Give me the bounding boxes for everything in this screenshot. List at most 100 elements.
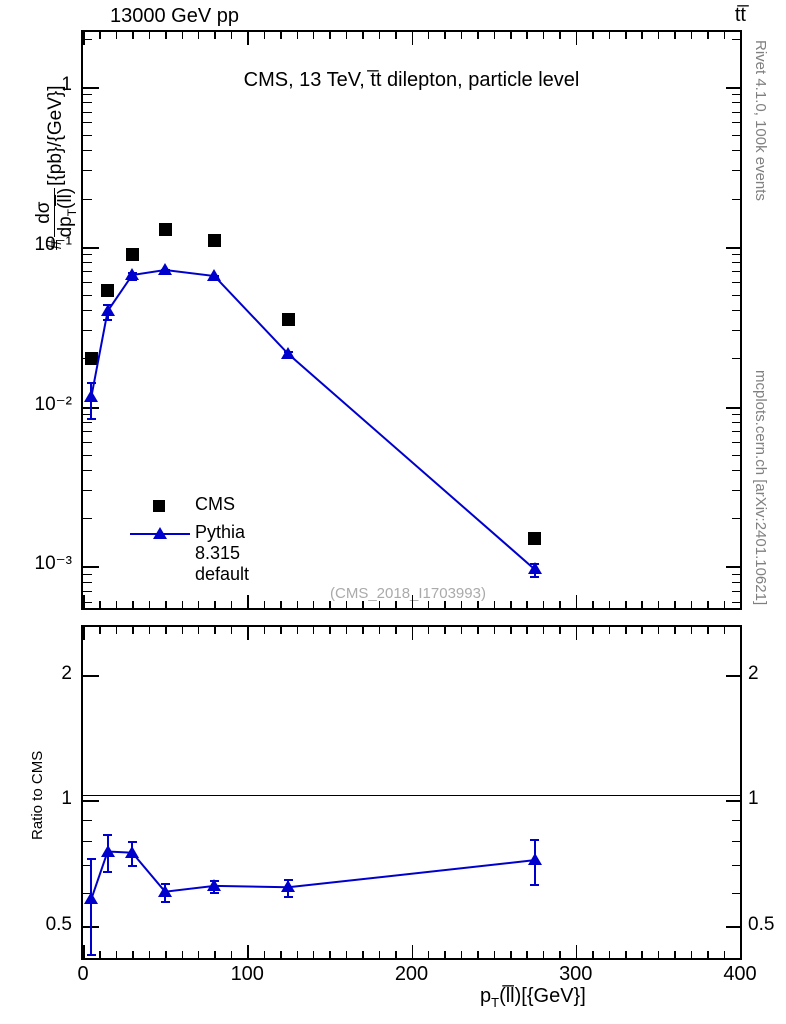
x-axis-tick xyxy=(230,601,233,608)
y-axis-minor-tick xyxy=(732,518,741,520)
x-axis-tick xyxy=(526,951,528,958)
x-axis-tick xyxy=(83,627,85,640)
data-point-mc xyxy=(100,304,115,317)
ratio-axis-minor-tick xyxy=(732,819,741,821)
data-point-ratio xyxy=(84,892,99,905)
data-point-cms xyxy=(528,531,542,545)
x-axis-tick xyxy=(641,951,643,958)
error-bar-cap xyxy=(86,417,96,420)
x-axis-tick xyxy=(493,951,496,958)
y-axis-minor-tick xyxy=(732,573,741,575)
data-point-cms xyxy=(125,248,139,262)
x-axis-tick xyxy=(263,32,266,39)
y-axis-denominator-arg: (l̅l) xyxy=(55,187,76,209)
analysis-id-watermark: (CMS_2018_I1703993) xyxy=(330,585,486,602)
y-axis-minor-tick xyxy=(83,330,92,332)
x-axis-tick xyxy=(427,601,430,608)
ratio-axis-tick-label-right: 1 xyxy=(748,788,759,810)
x-axis-tick xyxy=(477,951,479,958)
error-bar-cap xyxy=(209,892,219,895)
x-axis-tick xyxy=(312,32,315,39)
x-axis-tick xyxy=(395,951,397,958)
x-axis-tick xyxy=(707,627,709,634)
x-axis-tick xyxy=(559,951,561,958)
x-axis-tick xyxy=(197,627,200,634)
ratio-axis-tick-label: 0.5 xyxy=(45,914,72,936)
data-point-cms xyxy=(158,223,172,237)
x-axis-tick xyxy=(690,951,693,958)
x-axis-tick xyxy=(575,945,578,958)
x-axis-tick xyxy=(674,627,676,634)
y-axis-minor-tick xyxy=(83,431,92,433)
x-axis-tick xyxy=(230,32,233,39)
x-axis-tick xyxy=(280,951,282,958)
error-bar-ratio xyxy=(90,857,93,954)
error-bar-cap xyxy=(103,834,113,837)
x-axis-tick xyxy=(460,32,463,39)
error-bar-cap xyxy=(160,900,170,903)
x-axis-tick xyxy=(378,627,381,634)
x-axis-tick xyxy=(690,627,693,634)
ratio-axis-major-tick xyxy=(726,674,742,677)
x-axis-tick xyxy=(460,951,463,958)
data-point-cms xyxy=(207,233,221,247)
x-axis-tick xyxy=(345,627,348,634)
x-axis-tick xyxy=(526,601,528,608)
x-axis-tick xyxy=(592,951,594,958)
x-axis-tick xyxy=(345,951,348,958)
x-axis-tick xyxy=(657,627,660,634)
x-axis-tick xyxy=(460,601,463,608)
data-point-mc xyxy=(158,262,173,275)
x-axis-tick xyxy=(427,627,430,634)
data-point-ratio xyxy=(527,853,542,866)
x-axis-tick xyxy=(493,601,496,608)
y-axis-minor-tick xyxy=(732,170,741,172)
x-axis-tick xyxy=(214,32,216,39)
y-axis-minor-tick xyxy=(83,134,92,136)
y-axis-tick-label: 10⁻² xyxy=(34,393,73,415)
data-point-cms xyxy=(84,351,98,365)
y-axis-minor-tick xyxy=(732,282,741,284)
y-axis-major-tick xyxy=(83,246,99,249)
x-axis-tick xyxy=(230,627,233,634)
y-axis-minor-tick xyxy=(732,454,741,456)
y-axis-minor-tick xyxy=(83,198,92,200)
y-axis-minor-tick xyxy=(83,271,92,273)
y-axis-minor-tick xyxy=(83,294,92,296)
error-bar-cap xyxy=(283,895,293,898)
x-axis-tick xyxy=(132,951,134,958)
y-axis-major-tick xyxy=(83,86,99,89)
ratio-axis-tick-label: 2 xyxy=(61,662,72,684)
ratio-axis-minor-tick xyxy=(83,865,92,867)
x-axis-tick xyxy=(329,601,331,608)
x-axis-tick xyxy=(740,627,742,640)
process-label: tt̅ xyxy=(734,4,746,26)
y-axis-denominator-sub: T xyxy=(64,208,79,217)
x-axis-tick xyxy=(148,32,151,39)
x-axis-tick-label: 0 xyxy=(77,963,89,985)
x-axis-tick xyxy=(247,945,249,958)
y-axis-minor-tick xyxy=(732,122,741,124)
y-axis-minor-tick xyxy=(732,294,741,296)
x-axis-tick xyxy=(477,601,479,608)
error-bar-cap xyxy=(86,953,96,956)
data-point-cms xyxy=(101,284,115,298)
x-axis-tick xyxy=(559,601,561,608)
x-axis-tick xyxy=(247,627,249,640)
x-axis-tick xyxy=(723,601,726,608)
x-axis-tick-label: 300 xyxy=(559,963,593,985)
data-point-ratio xyxy=(207,878,222,891)
x-axis-tick xyxy=(197,951,200,958)
y-axis-minor-tick xyxy=(83,470,92,472)
x-axis-tick xyxy=(608,951,611,958)
x-axis-tick xyxy=(411,595,413,608)
x-axis-tick xyxy=(657,951,660,958)
y-axis-minor-tick xyxy=(83,282,92,284)
data-point-ratio xyxy=(281,880,296,893)
x-axis-tick xyxy=(296,951,299,958)
x-axis-tick xyxy=(740,595,742,608)
ratio-axis-minor-tick xyxy=(732,674,741,676)
y-axis-minor-tick xyxy=(83,490,92,492)
x-axis-tick xyxy=(378,32,381,39)
